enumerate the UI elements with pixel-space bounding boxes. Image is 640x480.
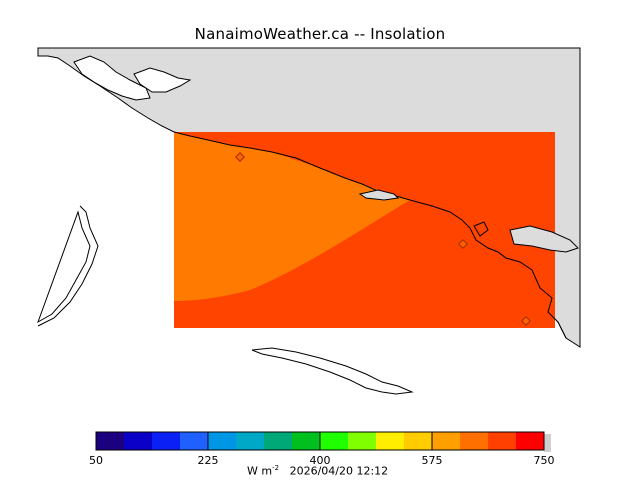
units-exponent: -2 bbox=[272, 464, 280, 472]
legend-swatch bbox=[460, 432, 488, 450]
station-marker bbox=[235, 152, 245, 162]
station-marker bbox=[458, 239, 468, 249]
legend-swatch bbox=[264, 432, 292, 450]
island-east bbox=[473, 221, 489, 237]
legend-swatch bbox=[180, 432, 208, 450]
field-inner bbox=[174, 132, 410, 301]
legend-swatch bbox=[432, 432, 460, 450]
legend-tick-label: 750 bbox=[533, 454, 555, 467]
legend-units: W m-2 2026/04/20 12:12 bbox=[247, 464, 388, 478]
legend-tick-label: 400 bbox=[309, 454, 331, 467]
island-mainland-east bbox=[509, 225, 579, 253]
timestamp: 2026/04/20 12:12 bbox=[289, 464, 389, 478]
legend-swatch bbox=[124, 432, 152, 450]
legend-tick-label: 575 bbox=[421, 454, 443, 467]
legend-swatch bbox=[516, 432, 544, 450]
legend-swatch bbox=[488, 432, 516, 450]
island-north bbox=[73, 55, 151, 101]
island-northeast bbox=[133, 67, 192, 93]
legend-swatch bbox=[152, 432, 180, 450]
island-south bbox=[251, 347, 414, 395]
chart-title: NanaimoWeather.ca -- Insolation bbox=[194, 25, 446, 43]
legend-tick-label: 225 bbox=[197, 454, 219, 467]
station-marker bbox=[521, 316, 531, 326]
legend-swatch bbox=[292, 432, 320, 450]
legend-shadow bbox=[544, 434, 551, 452]
legend-tick-label: 50 bbox=[89, 454, 103, 467]
legend-swatch bbox=[348, 432, 376, 450]
legend-swatch bbox=[236, 432, 264, 450]
legend-swatch bbox=[376, 432, 404, 450]
legend-swatch bbox=[404, 432, 432, 450]
coastline bbox=[173, 131, 567, 339]
west-coast bbox=[37, 205, 99, 327]
legend-swatch bbox=[320, 432, 348, 450]
island-spit bbox=[358, 189, 400, 201]
units-prefix: W m bbox=[247, 464, 273, 478]
legend-color-bar bbox=[95, 431, 551, 452]
legend-swatch bbox=[208, 432, 236, 450]
legend-swatch bbox=[96, 432, 124, 450]
